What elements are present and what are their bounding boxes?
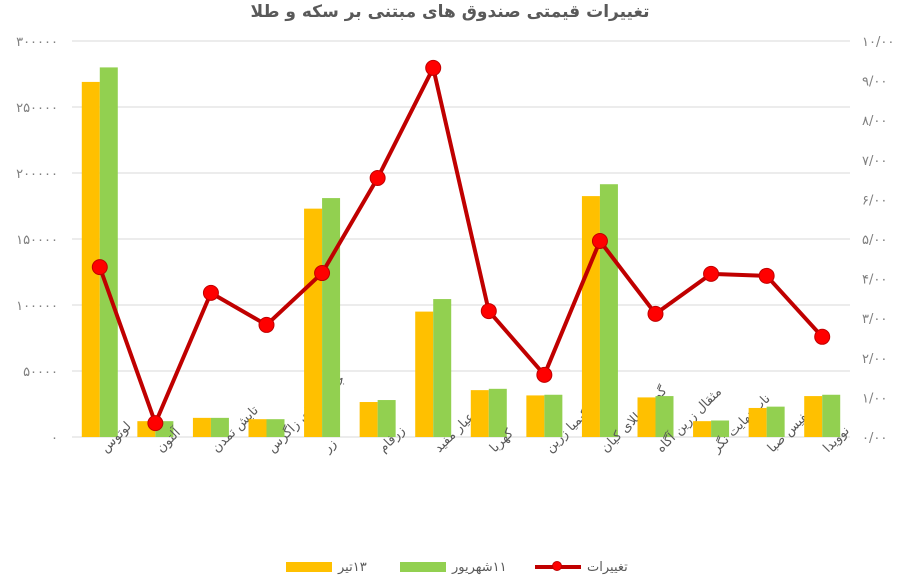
left-axis-tick: ۲۰۰۰۰۰: [16, 167, 58, 182]
bar-shahrivar: [766, 406, 785, 437]
chart-title: تغییرات قیمتی صندوق های مبتنی بر سکه و ط…: [250, 2, 650, 22]
bar-shahrivar: [711, 420, 730, 437]
bar-tir: [526, 395, 545, 437]
legend: ۱۳تیر ۱۱شهریور تغییرات: [0, 556, 900, 578]
left-axis-tick: ۵۰۰۰۰: [23, 365, 58, 380]
left-axis-tick: ۰: [51, 431, 58, 446]
right-axis-tick: ۵/۰۰: [862, 233, 887, 248]
right-axis-tick: ۰/۰۰: [862, 431, 887, 446]
legend-item-shahrivar: ۱۱شهریور: [400, 556, 507, 578]
bar-tir: [415, 311, 434, 437]
line-marker: [536, 366, 553, 383]
line-marker: [91, 259, 108, 276]
bar-shahrivar: [322, 198, 341, 437]
legend-item-tir: ۱۳تیر: [286, 556, 367, 578]
legend-swatch-green: [400, 562, 446, 572]
bar-tir: [581, 196, 600, 437]
right-axis-tick: ۸/۰۰: [862, 114, 887, 129]
line-marker: [258, 316, 275, 333]
legend-label-tir: ۱۳تیر: [338, 559, 367, 575]
line-marker: [591, 232, 608, 249]
bar-shahrivar: [655, 396, 674, 437]
right-axis-tick: ۹/۰۰: [862, 75, 887, 90]
bar-shahrivar: [544, 394, 563, 437]
line-marker: [814, 328, 831, 345]
bar-shahrivar: [266, 419, 285, 437]
right-axis-tick: ۳/۰۰: [862, 312, 887, 327]
legend-label-changes: تغییرات: [587, 559, 628, 575]
right-axis-tick: ۴/۰۰: [862, 273, 887, 288]
x-axis-label: زر: [320, 436, 340, 456]
bar-tir: [804, 396, 823, 437]
left-axis-tick: ۲۵۰۰۰۰: [16, 101, 58, 116]
bar-shahrivar: [433, 299, 452, 437]
bar-tir: [304, 208, 323, 437]
bar-shahrivar: [377, 400, 396, 437]
right-axis-tick: ۲/۰۰: [862, 352, 887, 367]
line-marker: [425, 59, 442, 76]
bar-tir: [192, 417, 211, 437]
legend-item-changes: تغییرات: [535, 556, 628, 578]
bar-shahrivar: [599, 184, 618, 437]
bar-tir: [359, 402, 378, 437]
left-axis-tick: ۱۵۰۰۰۰: [16, 233, 58, 248]
legend-line-marker-icon: [535, 561, 581, 572]
legend-swatch-orange: [286, 562, 332, 572]
bar-tir: [81, 81, 100, 438]
right-axis-tick: ۱۰/۰۰: [862, 35, 894, 50]
bar-tir: [248, 419, 267, 437]
left-axis-tick: ۳۰۰۰۰۰: [16, 35, 58, 50]
right-axis-tick: ۶/۰۰: [862, 193, 887, 208]
line-marker: [369, 170, 386, 187]
legend-label-shahrivar: ۱۱شهریور: [452, 559, 507, 575]
right-axis-tick: ۱/۰۰: [862, 391, 887, 406]
right-axis-tick: ۷/۰۰: [862, 154, 887, 169]
line-marker: [147, 415, 164, 432]
line-marker: [314, 265, 331, 282]
left-axis-tick: ۱۰۰۰۰۰: [16, 299, 58, 314]
bar-shahrivar: [210, 417, 229, 437]
bar-tir: [637, 397, 656, 437]
bar-tir: [470, 390, 489, 437]
bar-tir: [748, 407, 767, 437]
line-marker: [758, 267, 775, 284]
line-marker: [202, 284, 219, 301]
bar-shahrivar: [488, 388, 507, 437]
bar-shahrivar: [99, 67, 118, 438]
line-marker: [647, 305, 664, 322]
bar-tir: [693, 421, 712, 437]
bar-shahrivar: [822, 394, 841, 437]
line-marker: [703, 265, 720, 282]
line-marker: [480, 303, 497, 320]
line-changes: [97, 65, 824, 426]
